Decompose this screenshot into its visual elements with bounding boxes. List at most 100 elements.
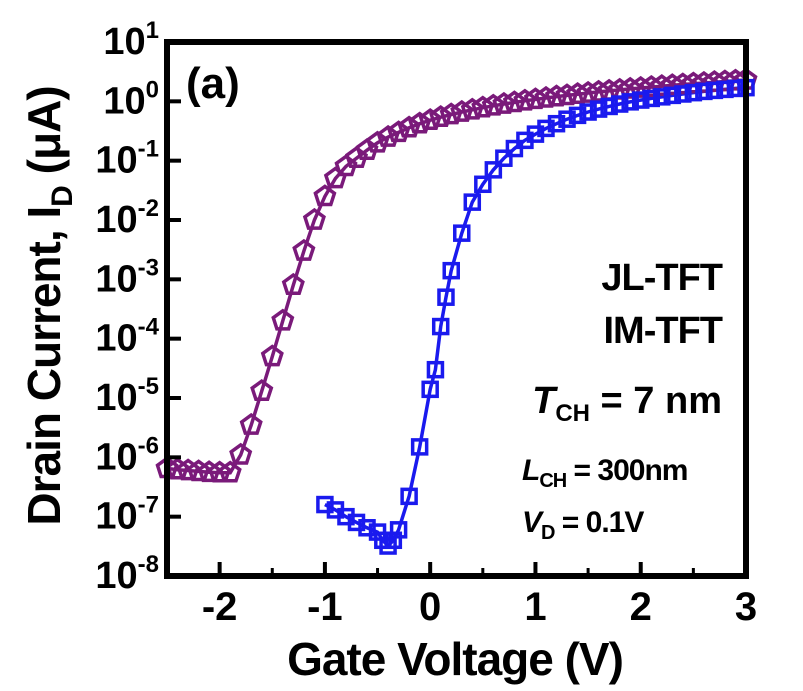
data-point-jl-tft bbox=[292, 238, 316, 261]
x-tick-label: -2 bbox=[202, 585, 238, 629]
data-point-jl-tft bbox=[555, 83, 579, 106]
data-point-im-tft bbox=[463, 193, 482, 211]
data-point-jl-tft bbox=[229, 442, 253, 465]
data-point-im-tft bbox=[484, 161, 503, 179]
data-point-jl-tft bbox=[355, 138, 379, 161]
annotation-v-d: VD = 0.1V bbox=[522, 506, 644, 544]
data-point-jl-tft bbox=[271, 308, 295, 331]
y-axis-label-main: Drain Current, I bbox=[18, 207, 70, 526]
annotations: TCH = 7 nm LCH = 300nm VD = 0.1V bbox=[522, 380, 722, 544]
data-point-im-tft bbox=[568, 106, 587, 125]
data-point-im-tft bbox=[642, 89, 661, 108]
x-tick-label: 3 bbox=[735, 585, 757, 629]
data-point-jl-tft bbox=[492, 91, 516, 114]
y-axis-label: Drain Current, ID (μA) bbox=[18, 86, 79, 525]
legend-label-jl: JL-TFT bbox=[601, 257, 722, 299]
panel-label: (a) bbox=[186, 59, 240, 108]
data-point-jl-tft bbox=[450, 99, 474, 122]
data-point-im-tft bbox=[610, 95, 629, 113]
data-point-im-tft bbox=[674, 85, 692, 103]
data-point-jl-tft bbox=[660, 73, 684, 96]
data-point-jl-tft bbox=[376, 124, 400, 147]
data-point-im-tft bbox=[358, 519, 376, 537]
data-point-jl-tft bbox=[481, 93, 505, 116]
annotation-t-ch: TCH = 7 nm bbox=[532, 380, 722, 427]
data-point-im-tft bbox=[589, 100, 608, 118]
data-point-im-tft bbox=[621, 93, 639, 111]
data-point-jl-tft bbox=[302, 207, 326, 230]
data-point-im-tft bbox=[547, 114, 566, 133]
y-tick-label: 10-3 bbox=[95, 254, 159, 300]
data-point-jl-tft bbox=[239, 412, 263, 435]
data-point-im-tft bbox=[474, 175, 492, 194]
data-point-jl-tft bbox=[576, 80, 600, 103]
data-point-im-tft bbox=[537, 119, 555, 138]
data-point-im-tft bbox=[453, 224, 471, 242]
y-tick-label: 100 bbox=[103, 76, 159, 122]
data-point-jl-tft bbox=[629, 75, 653, 98]
annotation-l-ch: LCH = 300nm bbox=[522, 454, 687, 492]
data-point-jl-tft bbox=[502, 90, 526, 113]
data-point-im-tft bbox=[695, 82, 713, 101]
x-tick-label: 0 bbox=[419, 585, 441, 629]
x-tick-label: 1 bbox=[524, 585, 546, 629]
data-point-im-tft bbox=[410, 438, 429, 456]
data-point-jl-tft bbox=[187, 459, 211, 482]
data-point-jl-tft bbox=[260, 344, 284, 367]
data-point-im-tft bbox=[579, 103, 597, 121]
data-point-jl-tft bbox=[197, 460, 221, 483]
data-point-im-tft bbox=[600, 97, 618, 116]
data-point-jl-tft bbox=[250, 379, 274, 402]
data-point-jl-tft bbox=[471, 95, 495, 118]
data-point-jl-tft bbox=[566, 82, 590, 105]
y-tick-label: 10-1 bbox=[95, 136, 159, 182]
y-tick-label: 10-4 bbox=[95, 314, 159, 360]
y-tick-label: 101 bbox=[103, 17, 159, 63]
data-point-im-tft bbox=[684, 83, 703, 102]
data-point-im-tft bbox=[495, 149, 513, 167]
data-point-im-tft bbox=[400, 487, 418, 506]
data-point-jl-tft bbox=[650, 74, 674, 97]
data-point-jl-tft bbox=[513, 88, 537, 111]
axis-ticks: -2 -1 0 1 2 3 101 100 10-1 10-2 10-3 10-4 10-5 10-6 10… bbox=[95, 17, 757, 629]
y-tick-label: 10-2 bbox=[95, 195, 159, 241]
y-axis-label-unit: (μA) bbox=[18, 86, 70, 186]
y-tick-label: 10-6 bbox=[95, 432, 159, 478]
data-point-jl-tft bbox=[439, 102, 463, 125]
data-point-im-tft bbox=[442, 261, 460, 280]
data-point-jl-tft bbox=[681, 71, 705, 94]
data-point-jl-tft bbox=[344, 146, 369, 169]
data-point-jl-tft bbox=[523, 87, 548, 110]
x-tick-label: -1 bbox=[307, 585, 343, 629]
y-tick-label: 10-8 bbox=[95, 551, 159, 597]
data-point-jl-tft bbox=[281, 272, 305, 295]
data-point-jl-tft bbox=[365, 130, 390, 153]
data-point-im-tft bbox=[705, 81, 724, 100]
data-point-jl-tft bbox=[460, 97, 484, 120]
y-tick-label: 10-7 bbox=[95, 492, 159, 538]
data-point-im-tft bbox=[431, 317, 450, 336]
data-point-jl-tft bbox=[534, 85, 558, 108]
data-point-jl-tft bbox=[408, 111, 432, 134]
data-point-jl-tft bbox=[618, 76, 642, 99]
x-axis-label: Gate Voltage (V) bbox=[287, 633, 623, 685]
data-point-jl-tft bbox=[639, 74, 663, 97]
data-point-jl-tft bbox=[176, 458, 200, 481]
data-point-jl-tft bbox=[334, 154, 358, 177]
data-point-jl-tft bbox=[702, 70, 726, 93]
plot-frame bbox=[164, 39, 749, 579]
data-point-jl-tft bbox=[387, 120, 411, 143]
data-point-im-tft bbox=[631, 91, 650, 109]
data-point-jl-tft bbox=[544, 84, 569, 107]
legend-label-im: IM-TFT bbox=[603, 310, 722, 352]
data-point-im-tft bbox=[653, 88, 671, 106]
data-point-jl-tft bbox=[587, 79, 611, 102]
data-point-jl-tft bbox=[713, 69, 737, 92]
y-tick-label: 10-5 bbox=[95, 373, 159, 419]
data-point-im-tft bbox=[726, 79, 745, 98]
data-point-jl-tft bbox=[692, 70, 716, 93]
data-point-jl-tft bbox=[397, 115, 421, 138]
data-point-im-tft bbox=[421, 380, 439, 399]
data-point-im-tft bbox=[426, 360, 445, 379]
